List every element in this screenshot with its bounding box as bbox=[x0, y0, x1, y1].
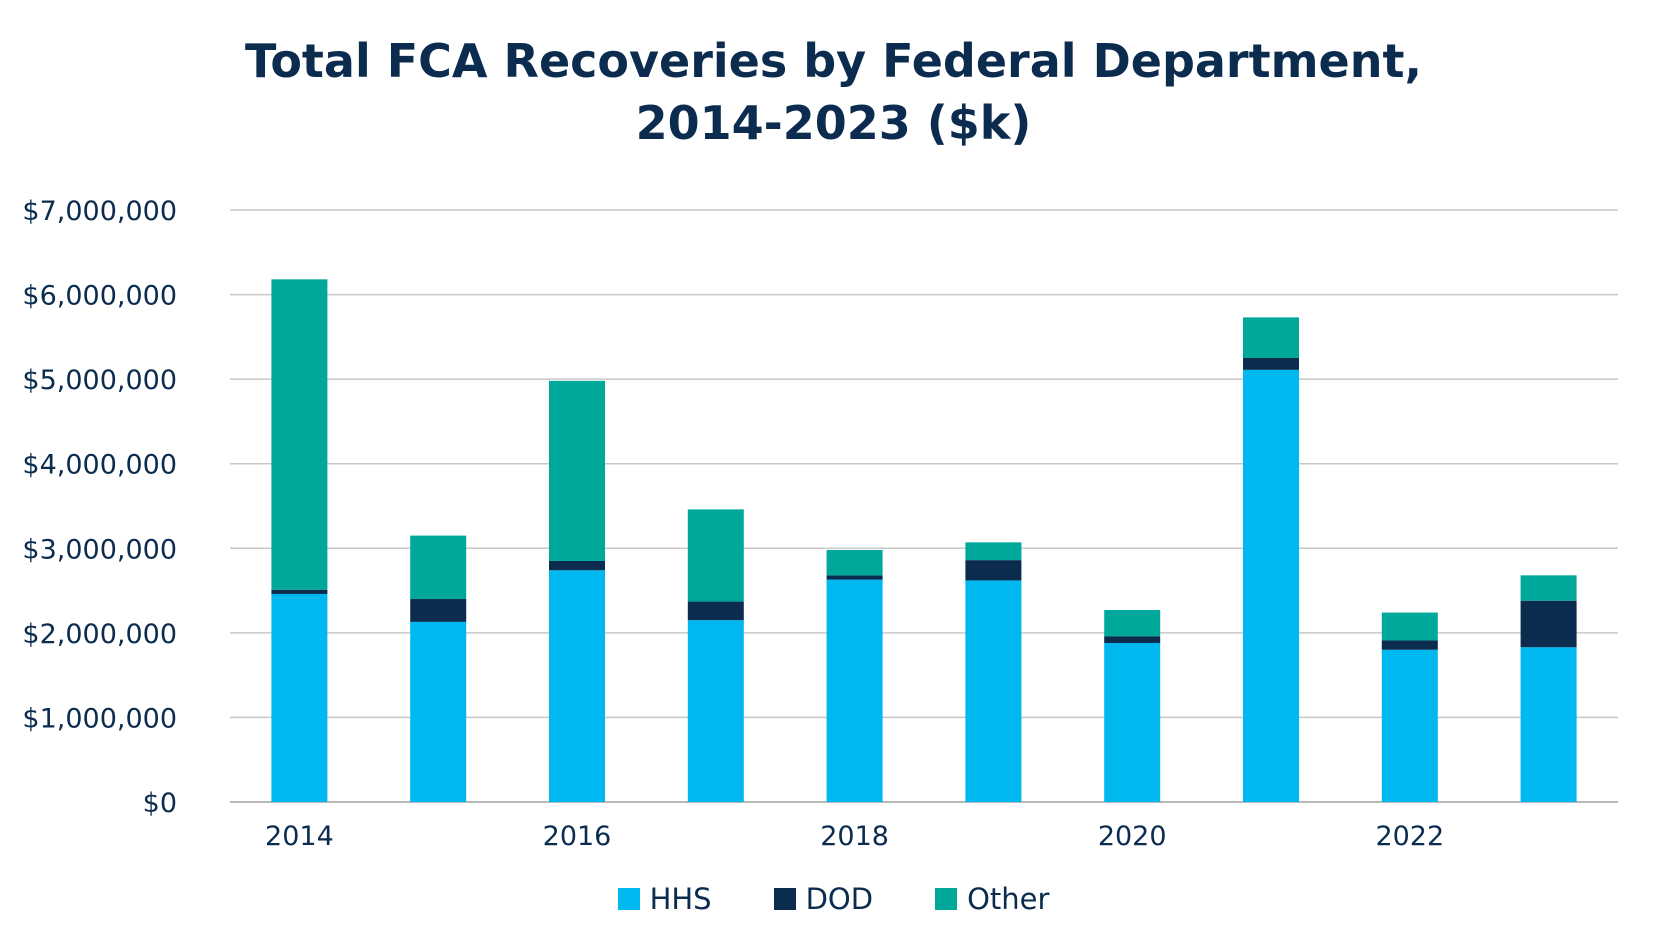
legend: HHS DOD Other bbox=[0, 882, 1667, 916]
legend-label-other: Other bbox=[967, 882, 1050, 916]
y-tick-label: $2,000,000 bbox=[22, 619, 177, 650]
bar-other-2014[interactable] bbox=[271, 279, 328, 590]
bar-other-2022[interactable] bbox=[1381, 612, 1438, 641]
legend-item-dod[interactable]: DOD bbox=[773, 882, 874, 916]
legend-item-hhs[interactable]: HHS bbox=[617, 882, 712, 916]
bar-hhs-2017[interactable] bbox=[687, 620, 744, 802]
bar-dod-2014[interactable] bbox=[271, 589, 328, 594]
bar-hhs-2014[interactable] bbox=[271, 593, 328, 802]
x-tick-label: 2020 bbox=[1098, 821, 1167, 852]
bar-dod-2017[interactable] bbox=[687, 601, 744, 621]
chart-title-line-2: 2014-2023 ($k) bbox=[635, 96, 1032, 150]
y-tick-label: $4,000,000 bbox=[22, 450, 177, 481]
x-tick-label: 2018 bbox=[820, 821, 889, 852]
bar-other-2023[interactable] bbox=[1520, 575, 1577, 601]
chart-title: Total FCA Recoveries by Federal Departme… bbox=[0, 30, 1667, 154]
bar-hhs-2022[interactable] bbox=[1381, 649, 1438, 802]
y-tick-label: $0 bbox=[143, 788, 177, 819]
x-tick-label: 2016 bbox=[543, 821, 612, 852]
bars bbox=[271, 279, 1577, 802]
y-axis-tick-labels: $0 $1,000,000 $2,000,000 $3,000,000 $4,000,0… bbox=[22, 196, 177, 819]
bar-dod-2023[interactable] bbox=[1520, 600, 1577, 648]
y-tick-label: $5,000,000 bbox=[22, 365, 177, 396]
legend-label-hhs: HHS bbox=[649, 882, 712, 916]
legend-swatch-dod bbox=[773, 888, 796, 910]
y-tick-label: $6,000,000 bbox=[22, 281, 177, 312]
bar-dod-2018[interactable] bbox=[826, 575, 883, 580]
bar-other-2015[interactable] bbox=[410, 535, 467, 600]
bar-dod-2021[interactable] bbox=[1243, 358, 1299, 370]
legend-item-other[interactable]: Other bbox=[935, 882, 1049, 916]
bar-hhs-2019[interactable] bbox=[965, 580, 1022, 802]
bar-dod-2022[interactable] bbox=[1381, 640, 1438, 650]
x-tick-label: 2014 bbox=[265, 821, 334, 852]
y-tick-label: $3,000,000 bbox=[22, 534, 177, 565]
bar-hhs-2018[interactable] bbox=[826, 579, 883, 802]
y-tick-label: $7,000,000 bbox=[22, 196, 177, 227]
bar-other-2016[interactable] bbox=[549, 380, 605, 561]
bar-hhs-2016[interactable] bbox=[549, 570, 605, 802]
bar-other-2019[interactable] bbox=[965, 542, 1022, 561]
x-axis-tick-labels: 2014 2016 2018 2020 2022 bbox=[265, 821, 1444, 852]
legend-label-dod: DOD bbox=[805, 882, 874, 916]
bar-hhs-2015[interactable] bbox=[410, 621, 467, 802]
bar-hhs-2020[interactable] bbox=[1104, 643, 1161, 802]
x-tick-label: 2022 bbox=[1375, 821, 1444, 852]
bar-other-2018[interactable] bbox=[826, 549, 883, 576]
bar-hhs-2023[interactable] bbox=[1520, 647, 1577, 802]
bar-other-2020[interactable] bbox=[1104, 610, 1161, 637]
bar-other-2021[interactable] bbox=[1243, 317, 1299, 358]
bar-hhs-2021[interactable] bbox=[1243, 369, 1299, 802]
bar-other-2017[interactable] bbox=[687, 509, 744, 602]
y-tick-label: $1,000,000 bbox=[22, 703, 177, 734]
chart-title-line-1: Total FCA Recoveries by Federal Departme… bbox=[245, 34, 1422, 88]
bar-dod-2016[interactable] bbox=[549, 560, 605, 571]
bar-dod-2019[interactable] bbox=[965, 560, 1022, 581]
bar-dod-2020[interactable] bbox=[1104, 636, 1161, 644]
bar-dod-2015[interactable] bbox=[410, 599, 467, 622]
legend-swatch-hhs bbox=[617, 888, 640, 910]
legend-swatch-other bbox=[935, 888, 958, 910]
